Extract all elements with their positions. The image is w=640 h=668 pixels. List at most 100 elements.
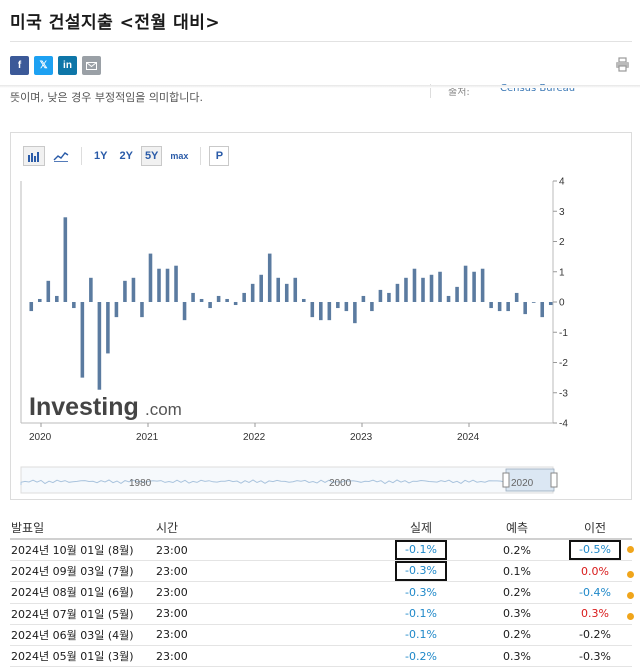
bar[interactable] xyxy=(242,292,246,302)
bar[interactable] xyxy=(336,302,340,309)
bar[interactable] xyxy=(327,302,332,321)
bar[interactable] xyxy=(412,268,417,302)
bar[interactable] xyxy=(463,265,468,302)
table-header: 발표일 시간 실제 예측 이전 xyxy=(10,516,632,540)
header-actual[interactable]: 실제 xyxy=(409,520,433,535)
bar[interactable] xyxy=(548,302,553,306)
bar[interactable] xyxy=(174,265,178,302)
bar[interactable] xyxy=(395,283,400,302)
bar[interactable] xyxy=(293,277,298,302)
bar[interactable] xyxy=(148,253,153,302)
p-button[interactable]: P xyxy=(209,146,230,166)
linkedin-share-button[interactable]: in xyxy=(58,56,77,75)
source-link[interactable]: Census Bureau xyxy=(500,83,576,94)
bar[interactable] xyxy=(165,268,170,302)
range-1y-button[interactable]: 1Y xyxy=(90,146,112,166)
bar[interactable] xyxy=(276,277,281,302)
investing-watermark: Investing xyxy=(29,393,139,421)
bar[interactable] xyxy=(216,295,221,302)
bar[interactable] xyxy=(531,302,536,303)
bar[interactable] xyxy=(378,289,383,302)
bar[interactable] xyxy=(114,302,119,318)
bar[interactable] xyxy=(301,298,306,302)
bar[interactable] xyxy=(123,280,127,302)
bar[interactable] xyxy=(480,268,485,302)
bar[interactable] xyxy=(446,295,451,302)
email-share-button[interactable] xyxy=(82,56,101,75)
revision-dot-icon xyxy=(627,570,634,578)
bar[interactable] xyxy=(46,280,51,302)
bar[interactable] xyxy=(106,302,110,354)
header-date[interactable]: 발표일 xyxy=(11,520,45,535)
range-max-button[interactable]: max xyxy=(166,146,193,166)
bar[interactable] xyxy=(361,295,366,302)
bar[interactable] xyxy=(259,274,263,302)
bar[interactable] xyxy=(455,286,459,302)
envelope-icon xyxy=(86,61,97,70)
row-previous: -0.5% xyxy=(569,540,621,561)
bar-chart-button[interactable] xyxy=(23,146,45,166)
history-table: 발표일 시간 실제 예측 이전 2024년 10월 01일 (8월) 23:00… xyxy=(10,516,634,668)
navigator-year-label: 2020 xyxy=(511,478,534,489)
bar[interactable] xyxy=(97,302,102,390)
bar[interactable] xyxy=(284,283,289,302)
revision-dot-icon xyxy=(627,546,634,554)
bar[interactable] xyxy=(208,302,212,309)
bar[interactable] xyxy=(29,302,34,312)
bar[interactable] xyxy=(497,302,502,312)
range-2y-button[interactable]: 2Y xyxy=(115,146,137,166)
x-tick-label: 2023 xyxy=(350,432,373,443)
bar[interactable] xyxy=(63,217,68,302)
y-tick-label: 4 xyxy=(559,177,565,188)
bar[interactable] xyxy=(472,271,476,302)
bar[interactable] xyxy=(514,292,519,302)
bar[interactable] xyxy=(182,302,187,321)
bar[interactable] xyxy=(438,271,442,302)
bar[interactable] xyxy=(157,268,161,302)
bar[interactable] xyxy=(370,302,374,312)
bar[interactable] xyxy=(523,302,527,315)
table-row: 2024년 10월 01일 (8월) 23:00 -0.1% 0.2% -0.5… xyxy=(10,540,634,562)
print-button[interactable] xyxy=(615,57,630,72)
bar[interactable] xyxy=(140,302,144,318)
twitter-share-button[interactable]: 𝕏 xyxy=(34,56,53,75)
range-5y-button[interactable]: 5Y xyxy=(140,146,163,166)
bar[interactable] xyxy=(37,298,42,302)
bar[interactable] xyxy=(55,295,59,302)
bar[interactable] xyxy=(353,302,357,324)
bar[interactable] xyxy=(310,302,315,318)
bar[interactable] xyxy=(404,277,408,302)
navigator-handle-right[interactable] xyxy=(550,472,558,488)
bar[interactable] xyxy=(267,253,272,302)
bar[interactable] xyxy=(540,302,545,318)
bar[interactable] xyxy=(131,277,136,302)
header-forecast[interactable]: 예측 xyxy=(505,520,529,535)
bar[interactable] xyxy=(199,298,204,302)
facebook-share-button[interactable]: f xyxy=(10,56,29,75)
bar[interactable] xyxy=(429,274,434,302)
bar[interactable] xyxy=(191,292,195,302)
row-time: 23:00 xyxy=(156,543,188,557)
header-time[interactable]: 시간 xyxy=(156,520,179,535)
investing-watermark-suffix: .com xyxy=(145,400,182,419)
navigator-handle-left[interactable] xyxy=(502,472,510,488)
bar[interactable] xyxy=(319,302,323,321)
bar[interactable] xyxy=(250,283,255,302)
bar[interactable] xyxy=(72,302,76,309)
bar[interactable] xyxy=(506,302,510,312)
row-date: 2024년 10월 01일 (8월) xyxy=(11,544,134,558)
bar[interactable] xyxy=(80,302,85,378)
header-previous[interactable]: 이전 xyxy=(583,520,607,535)
line-chart-button[interactable] xyxy=(49,146,73,166)
bar[interactable] xyxy=(421,277,425,302)
bar[interactable] xyxy=(489,302,493,309)
sticky-header-shadow xyxy=(0,85,640,88)
toolbar-separator xyxy=(200,147,202,165)
bar[interactable] xyxy=(225,298,229,302)
table-row: 2024년 09월 03일 (7월) 23:00 -0.3% 0.1% 0.0% xyxy=(10,561,634,583)
bar[interactable] xyxy=(89,277,93,302)
bar[interactable] xyxy=(387,292,391,302)
table-row: 2024년 07월 01일 (5월) 23:00 -0.1% 0.3% 0.3% xyxy=(10,604,634,625)
bar[interactable] xyxy=(233,302,238,306)
bar[interactable] xyxy=(344,302,349,312)
